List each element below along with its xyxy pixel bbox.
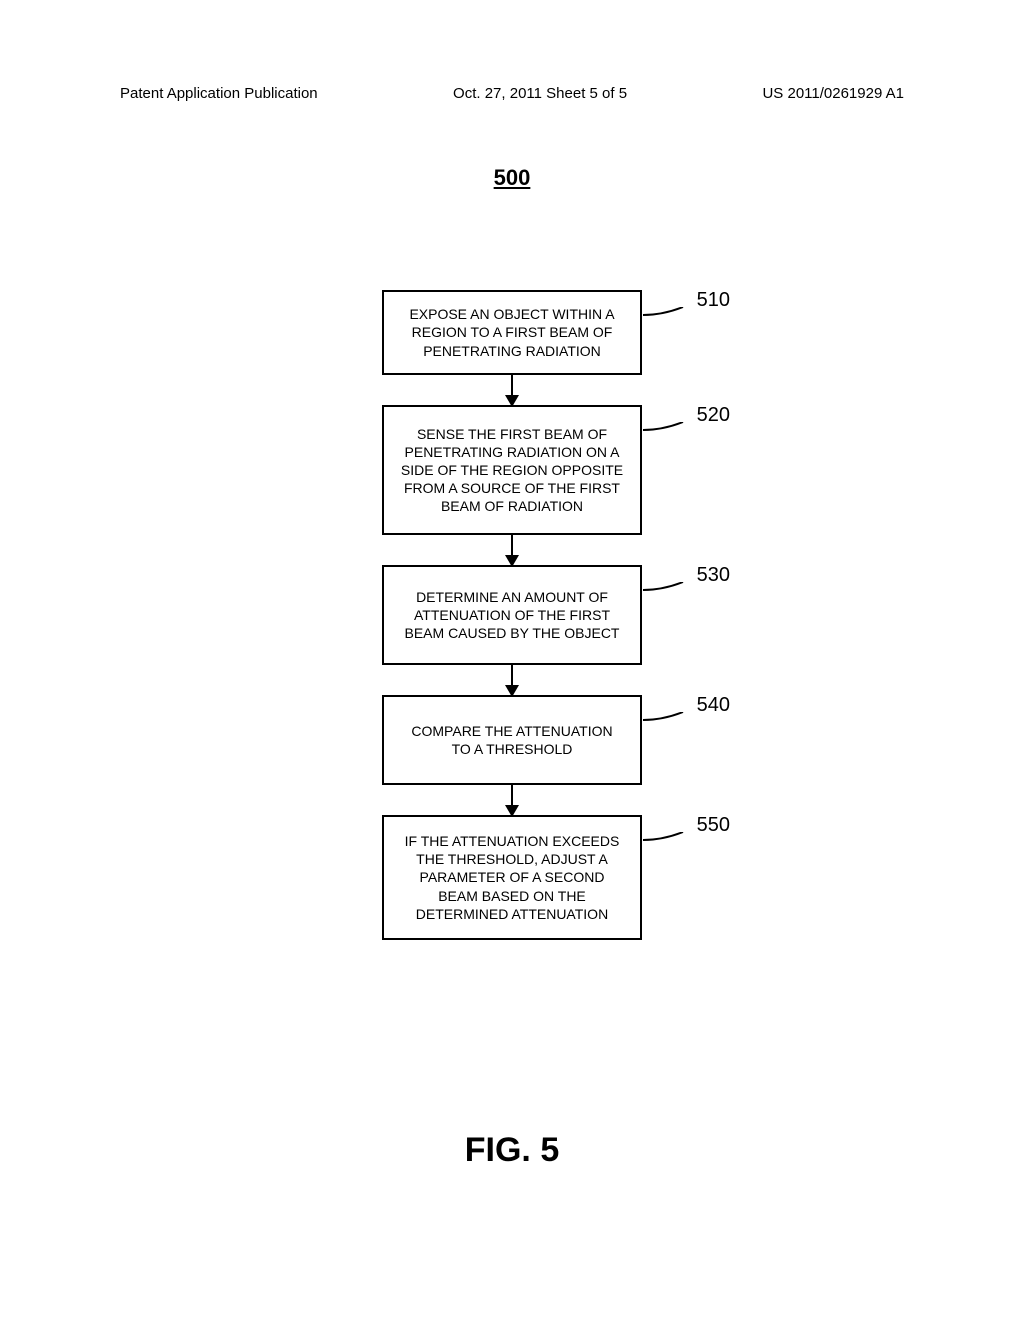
flowchart-arrow <box>511 535 513 565</box>
box-label: 540 <box>697 692 730 718</box>
flowchart-box-550: IF THE ATTENUATION EXCEEDS THE THRESHOLD… <box>382 815 642 940</box>
flowchart-container: EXPOSE AN OBJECT WITHIN A REGION TO A FI… <box>382 290 642 940</box>
header-left: Patent Application Publication <box>120 85 318 102</box>
flowchart-box-520: SENSE THE FIRST BEAM OF PENETRATING RADI… <box>382 405 642 535</box>
box-text: SENSE THE FIRST BEAM OF PENETRATING RADI… <box>400 425 624 516</box>
box-text: IF THE ATTENUATION EXCEEDS THE THRESHOLD… <box>400 832 624 923</box>
box-text: EXPOSE AN OBJECT WITHIN A REGION TO A FI… <box>400 305 624 360</box>
flowchart-arrow <box>511 375 513 405</box>
flowchart-box-540: COMPARE THE ATTENUATION TO A THRESHOLD 5… <box>382 695 642 785</box>
box-label: 520 <box>697 402 730 428</box>
flowchart-arrow <box>511 665 513 695</box>
header-center: Oct. 27, 2011 Sheet 5 of 5 <box>453 85 627 102</box>
label-connector-icon <box>643 832 688 857</box>
box-text: DETERMINE AN AMOUNT OF ATTENUATION OF TH… <box>400 588 624 643</box>
box-label: 530 <box>697 562 730 588</box>
box-label: 550 <box>697 812 730 838</box>
flowchart-box-530: DETERMINE AN AMOUNT OF ATTENUATION OF TH… <box>382 565 642 665</box>
flowchart-box-510: EXPOSE AN OBJECT WITHIN A REGION TO A FI… <box>382 290 642 375</box>
figure-number: 500 <box>494 165 531 191</box>
box-label: 510 <box>697 287 730 313</box>
box-text: COMPARE THE ATTENUATION TO A THRESHOLD <box>400 722 624 758</box>
label-connector-icon <box>643 582 688 607</box>
label-connector-icon <box>643 712 688 737</box>
flowchart-arrow <box>511 785 513 815</box>
figure-caption: FIG. 5 <box>465 1131 559 1170</box>
header-right: US 2011/0261929 A1 <box>762 85 904 102</box>
label-connector-icon <box>643 422 688 447</box>
label-connector-icon <box>643 307 688 332</box>
page-header: Patent Application Publication Oct. 27, … <box>0 85 1024 102</box>
